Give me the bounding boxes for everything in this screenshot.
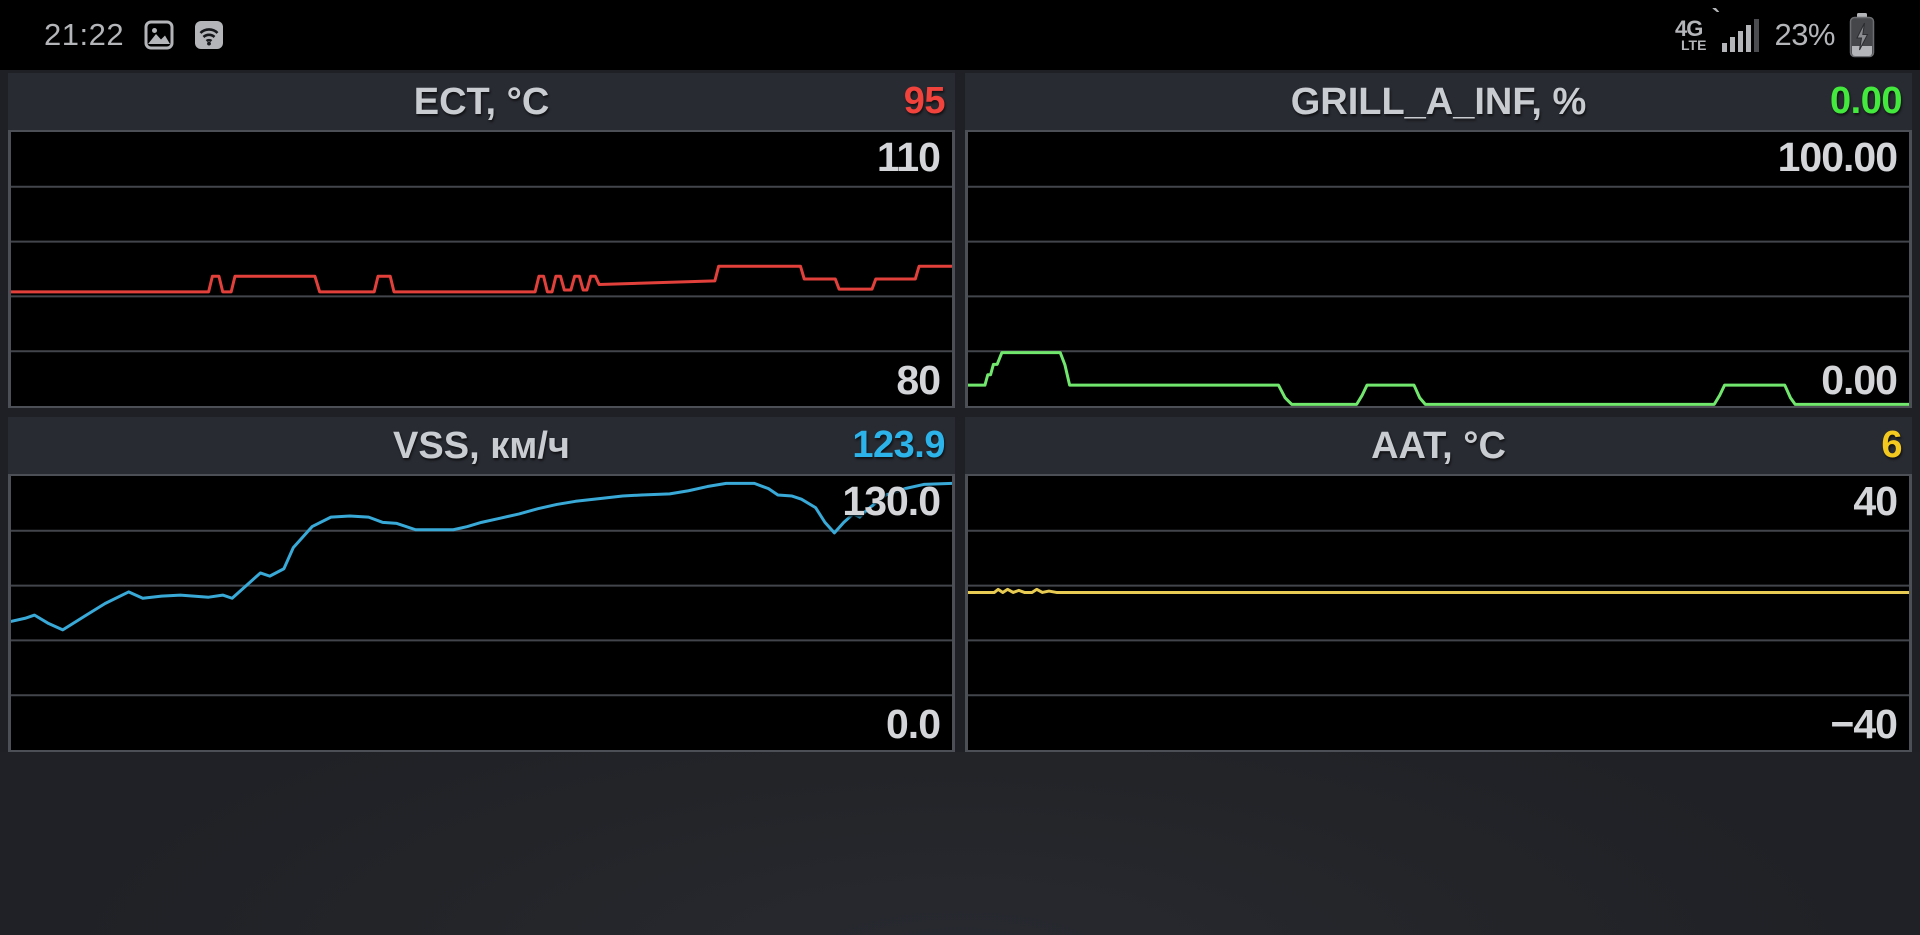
ect-title: ECT, °C xyxy=(413,80,550,123)
vss-header: VSS, км/ч 123.9 xyxy=(8,417,955,474)
vss-title: VSS, км/ч xyxy=(393,424,570,467)
grill-max-label: 100.00 xyxy=(1777,134,1898,180)
aat-max-label: 40 xyxy=(1853,478,1898,524)
grill-current-value: 0.00 xyxy=(1830,79,1902,122)
ect-plot: 110 80 xyxy=(8,130,955,408)
aat-plot: 40 −40 xyxy=(965,474,1912,752)
battery-charging-icon xyxy=(1849,13,1875,58)
aat-header: AAT, °C 6 xyxy=(965,417,1912,474)
wifi-notification-icon xyxy=(195,21,224,49)
ect-max-label: 110 xyxy=(876,134,941,180)
network-type-label: 4G xyxy=(1675,15,1703,41)
panel-grill-a-inf[interactable]: GRILL_A_INF, % 0.00 100.00 0.00 xyxy=(965,73,1912,408)
panel-ect[interactable]: ECT, °C 95 110 80 xyxy=(8,73,955,408)
gauge-dashboard: ECT, °C 95 110 80 GRILL_A_INF, % 0.00 10… xyxy=(0,70,1920,752)
vss-current-value: 123.9 xyxy=(852,423,945,466)
empty-background-area xyxy=(0,752,1920,935)
vss-plot: 130.0 0.0 xyxy=(8,474,955,752)
grill-header: GRILL_A_INF, % 0.00 xyxy=(965,73,1912,130)
status-bar-right: 4G LTE ` 23% xyxy=(1675,5,1876,58)
grill-plot: 100.00 0.00 xyxy=(965,130,1912,408)
aat-current-value: 6 xyxy=(1881,423,1902,466)
grill-title: GRILL_A_INF, % xyxy=(1290,80,1587,123)
panel-vss[interactable]: VSS, км/ч 123.9 130.0 0.0 xyxy=(8,417,955,752)
panel-aat[interactable]: AAT, °C 6 40 −40 xyxy=(965,417,1912,752)
ect-current-value: 95 xyxy=(903,79,946,122)
status-bar: 21:22 4G LTE ` 23% xyxy=(0,0,1920,70)
ect-min-label: 80 xyxy=(896,357,941,403)
ect-header: ECT, °C 95 xyxy=(8,73,955,130)
clock: 21:22 xyxy=(44,17,125,52)
battery-percentage: 23% xyxy=(1774,17,1835,52)
signal-strength-icon xyxy=(1722,19,1760,52)
grill-min-label: 0.00 xyxy=(1821,357,1898,403)
aat-title: AAT, °C xyxy=(1371,424,1506,467)
gallery-icon xyxy=(144,20,174,50)
network-type-badge: 4G LTE ` xyxy=(1675,5,1720,53)
vss-max-label: 130.0 xyxy=(842,478,941,524)
status-bar-left: 21:22 xyxy=(44,17,224,53)
aat-min-label: −40 xyxy=(1830,701,1898,747)
network-mark: ` xyxy=(1711,2,1721,33)
vss-min-label: 0.0 xyxy=(886,701,941,747)
network-sub-label: LTE xyxy=(1681,36,1707,53)
